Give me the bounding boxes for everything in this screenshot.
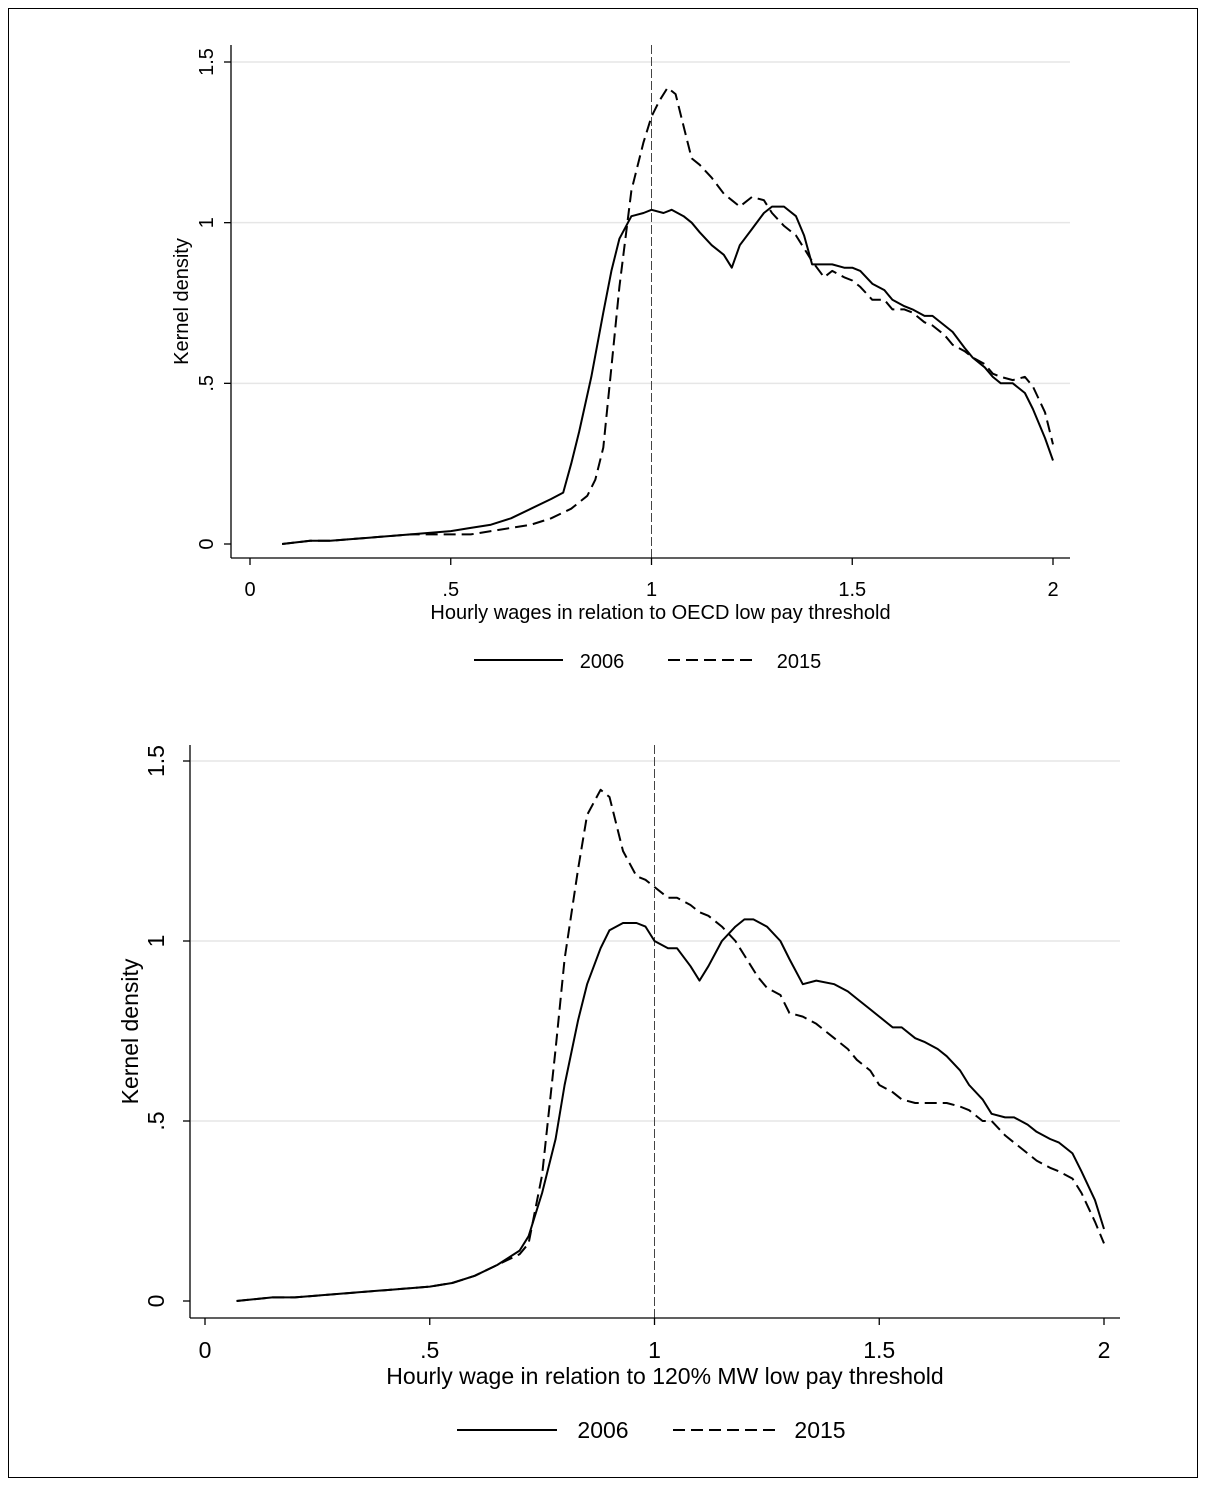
- legend-label-2015: 2015: [777, 651, 822, 673]
- x-tick-label: 1.5: [838, 579, 866, 601]
- series-line-2015: [281, 86, 1054, 545]
- x-tick-label: 0: [199, 1337, 212, 1363]
- y-axis-title: Kernel density: [171, 238, 193, 365]
- x-tick-label: .5: [442, 579, 459, 601]
- x-tick-label: .5: [420, 1337, 439, 1363]
- chart-1: 0 .5 1 1.5 0 .5 1 1.5 2 Hourly wages in relation …: [171, 45, 1070, 673]
- y-tick-label: 0: [143, 1295, 169, 1308]
- legend-label-2015: 2015: [794, 1417, 845, 1443]
- figure-frame: [8, 8, 1198, 1478]
- x-tick-label: 2: [1098, 1337, 1111, 1363]
- y-axis-title: Kernel density: [117, 958, 143, 1104]
- x-tick-label: 2: [1047, 579, 1058, 601]
- x-tick-label: 1: [646, 579, 657, 601]
- x-tick-label: 1: [648, 1337, 661, 1363]
- y-tick-label: 1: [143, 935, 169, 948]
- legend-label-2006: 2006: [577, 1417, 628, 1443]
- y-tick-label: 1.5: [143, 745, 169, 777]
- series-line-2006: [236, 918, 1105, 1302]
- x-axis-title: Hourly wages in relation to OECD low pay…: [430, 602, 890, 624]
- x-tick-label: 1.5: [863, 1337, 895, 1363]
- x-axis-title: Hourly wage in relation to 120% MW low p…: [386, 1363, 943, 1389]
- y-tick-label: 0: [196, 538, 218, 549]
- y-tick-label: 1.5: [196, 48, 218, 76]
- legend-label-2006: 2006: [580, 651, 625, 673]
- chart-2: 0 .5 1 1.5 0 .5 1 1.5 2 Hourly wage in relation t…: [117, 745, 1120, 1443]
- series-line-2006: [281, 205, 1054, 545]
- series-line-2015: [236, 788, 1105, 1302]
- legend: 2006 2015: [457, 1417, 846, 1443]
- y-tick-label: .5: [196, 375, 218, 392]
- legend: 2006 2015: [474, 651, 821, 673]
- y-tick-label: .5: [143, 1111, 169, 1130]
- y-tick-label: 1: [196, 217, 218, 228]
- x-tick-label: 0: [244, 579, 255, 601]
